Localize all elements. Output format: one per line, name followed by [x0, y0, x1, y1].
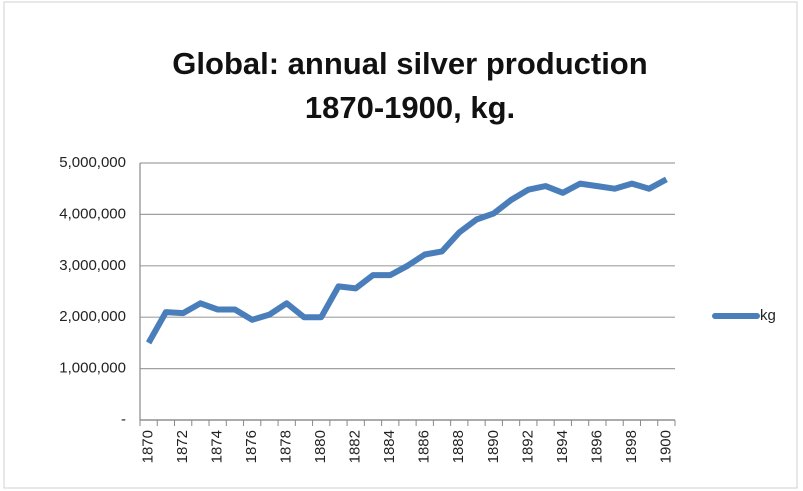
x-tick-label: 1884 — [381, 430, 398, 463]
chart-title: Global: annual silver production — [172, 46, 647, 81]
x-tick-label: 1872 — [174, 430, 191, 463]
x-tick-label: 1900 — [657, 430, 674, 463]
y-tick-label: 4,000,000 — [59, 205, 126, 222]
chart-title: 1870-1900, kg. — [305, 90, 515, 125]
x-tick-label: 1894 — [554, 430, 571, 463]
y-tick-label: 2,000,000 — [59, 308, 126, 325]
x-tick-label: 1880 — [312, 430, 329, 463]
line-series — [145, 176, 668, 345]
x-tick-label: 1878 — [278, 430, 295, 463]
y-tick-label: 5,000,000 — [59, 154, 126, 171]
y-tick-label: - — [121, 411, 126, 428]
x-tick-label: 1896 — [588, 430, 605, 463]
chart-frame — [3, 1, 798, 489]
x-tick-label: 1892 — [519, 430, 536, 463]
x-tick-label: 1870 — [140, 430, 157, 463]
x-tick-label: 1876 — [243, 430, 260, 463]
legend-label: kg — [760, 307, 776, 324]
x-tick-label: 1898 — [623, 430, 640, 463]
x-tick-label: 1890 — [485, 430, 502, 463]
x-tick-label: 1888 — [450, 430, 467, 463]
y-tick-label: 3,000,000 — [59, 257, 126, 274]
y-tick-label: 1,000,000 — [59, 360, 126, 377]
x-tick-label: 1874 — [209, 430, 226, 463]
x-tick-label: 1886 — [416, 430, 433, 463]
x-tick-label: 1882 — [347, 430, 364, 463]
